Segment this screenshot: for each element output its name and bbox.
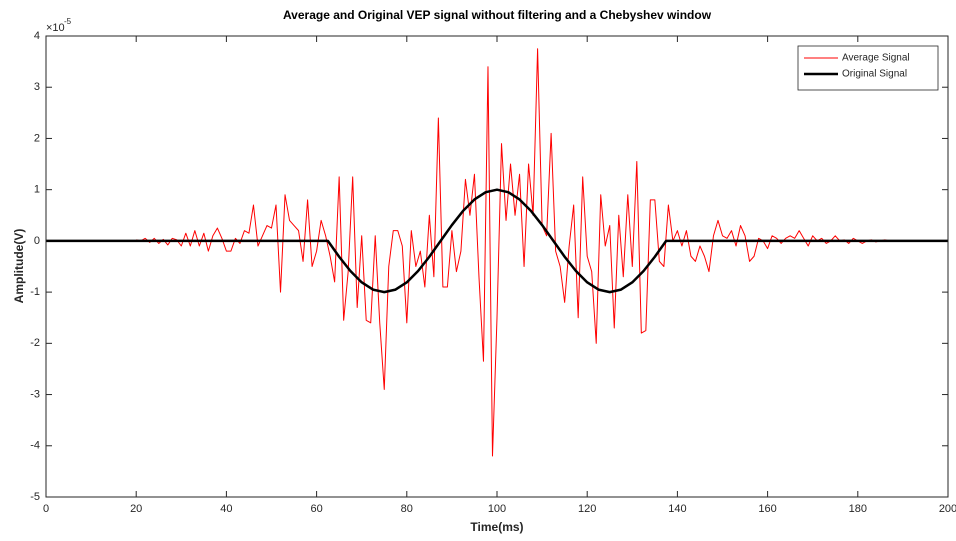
x-tick-label: 20	[130, 503, 142, 515]
legend-box	[797, 45, 939, 91]
plot-area	[46, 36, 948, 497]
x-tick-label: 180	[849, 503, 867, 515]
y-tick-label: 1	[34, 184, 40, 196]
x-tick-label: 80	[401, 503, 413, 515]
y-tick-label: 4	[34, 30, 40, 42]
x-tick-label: 200	[939, 503, 956, 515]
legend-label: Original Signal	[842, 69, 907, 80]
y-tick-label: 0	[34, 235, 40, 247]
x-tick-label: 60	[310, 503, 322, 515]
y-tick-label: -1	[30, 286, 40, 298]
y-tick-label: -4	[30, 440, 40, 452]
y-tick-label: -2	[30, 337, 40, 349]
plot-frame	[45, 35, 949, 498]
chart-title: Average and Original VEP signal without …	[283, 8, 712, 22]
series-line	[46, 188, 948, 294]
x-tick-label: 120	[578, 503, 596, 515]
x-axis-label: Time(ms)	[470, 520, 523, 534]
y-multiplier-exponent: -5	[64, 17, 72, 26]
y-tick-label: -3	[30, 388, 40, 400]
y-tick-label: 3	[34, 81, 40, 93]
series-line	[136, 48, 890, 457]
y-tick-label: 2	[34, 132, 40, 144]
x-tick-label: 40	[220, 503, 232, 515]
y-multiplier-base: ×10	[46, 22, 65, 34]
y-tick-label: -5	[30, 491, 40, 503]
x-tick-label: 160	[758, 503, 776, 515]
x-tick-label: 0	[43, 503, 49, 515]
x-tick-label: 100	[488, 503, 506, 515]
x-tick-label: 140	[668, 503, 686, 515]
y-axis-label: Amplitude(V)	[12, 229, 26, 304]
legend-label: Average Signal	[842, 53, 910, 64]
